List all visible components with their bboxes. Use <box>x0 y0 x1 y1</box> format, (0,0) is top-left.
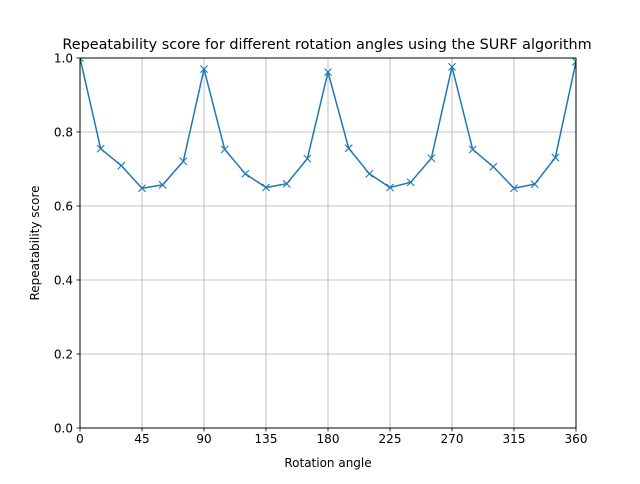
data-point-marker <box>344 144 353 153</box>
data-point-marker <box>448 62 456 71</box>
data-point-marker <box>80 58 84 62</box>
x-tick-label: 360 <box>565 432 588 446</box>
x-tick-label: 225 <box>379 432 402 446</box>
x-tick-label: 180 <box>317 432 340 446</box>
x-tick-label: 90 <box>196 432 211 446</box>
data-point-marker <box>200 65 208 74</box>
gridlines <box>79 57 577 429</box>
data-point-marker <box>572 58 576 66</box>
series-group <box>80 58 576 193</box>
x-tick-label: 135 <box>255 432 278 446</box>
data-point-marker <box>386 183 394 192</box>
data-point-marker <box>96 144 105 153</box>
data-point-marker <box>179 157 188 166</box>
data-point-marker <box>262 183 270 192</box>
y-tick-label: 0.6 <box>54 199 73 213</box>
data-point-marker <box>158 180 167 189</box>
x-axis-label: Rotation angle <box>284 456 371 470</box>
plot-area: 0 45 90 135 180 225 270 315 360 0.0 0.2 0.4 0.6 0.8 1… <box>54 51 588 446</box>
x-tick-label: 315 <box>503 432 526 446</box>
series-layer <box>80 58 576 193</box>
data-point-marker <box>117 161 126 170</box>
data-point-marker <box>510 184 518 193</box>
data-point-marker <box>138 184 146 193</box>
y-tick-label: 0.2 <box>54 347 73 361</box>
y-tick-label: 0.8 <box>54 125 73 139</box>
data-point-marker <box>324 68 332 77</box>
x-tick-label: 0 <box>76 432 84 446</box>
data-point-marker <box>427 154 436 163</box>
data-point-marker <box>282 179 291 188</box>
data-point-marker <box>220 145 229 154</box>
data-point-marker <box>406 178 415 187</box>
data-point-marker <box>551 153 560 162</box>
data-point-marker <box>365 169 374 178</box>
data-point-marker <box>468 145 477 154</box>
x-axis: 0 45 90 135 180 225 270 315 360 <box>76 428 587 446</box>
y-axis: 0.0 0.2 0.4 0.6 0.8 1.0 <box>54 51 80 435</box>
y-tick-label: 0.4 <box>54 273 73 287</box>
data-point-marker <box>303 154 312 163</box>
y-tick-label: 1.0 <box>54 51 73 65</box>
data-point-marker <box>241 169 250 178</box>
x-tick-label: 270 <box>441 432 464 446</box>
data-point-marker <box>489 162 498 171</box>
x-tick-label: 45 <box>134 432 149 446</box>
y-axis-label: Repeatability score <box>28 185 42 300</box>
y-tick-label: 0.0 <box>54 421 73 435</box>
chart-title: Repeatability score for different rotati… <box>62 37 591 53</box>
data-point-marker <box>530 180 539 189</box>
